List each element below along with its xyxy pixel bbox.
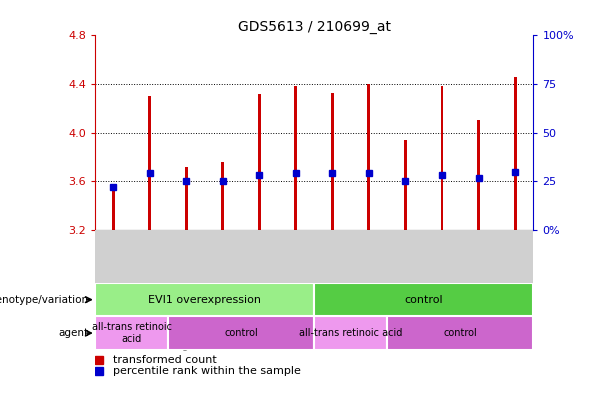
Text: all-trans retinoic acid: all-trans retinoic acid (299, 328, 402, 338)
Text: control: control (405, 295, 443, 305)
Bar (168, 316, 314, 350)
Text: genotype/variation: genotype/variation (0, 295, 89, 305)
Bar (477, 121, 480, 230)
Text: control: control (443, 328, 477, 338)
Bar (314, 283, 533, 316)
Text: transformed count: transformed count (113, 354, 216, 365)
Text: agent: agent (59, 328, 89, 338)
Bar (294, 86, 297, 230)
Bar (387, 316, 533, 350)
Bar (148, 96, 151, 230)
Bar (185, 167, 188, 230)
Bar (441, 86, 443, 230)
Title: GDS5613 / 210699_at: GDS5613 / 210699_at (238, 20, 390, 34)
Bar (404, 140, 407, 230)
Bar (221, 162, 224, 230)
Text: all-trans retinoic
acid: all-trans retinoic acid (91, 322, 172, 344)
Bar (514, 77, 517, 230)
Bar (112, 187, 115, 230)
Text: control: control (224, 328, 258, 338)
Bar (331, 92, 334, 230)
Bar (314, 316, 387, 350)
Text: EVI1 overexpression: EVI1 overexpression (148, 295, 261, 305)
Bar (95, 316, 168, 350)
Bar (367, 84, 370, 230)
Bar (258, 94, 261, 230)
Text: percentile rank within the sample: percentile rank within the sample (113, 366, 300, 376)
Bar (95, 283, 314, 316)
